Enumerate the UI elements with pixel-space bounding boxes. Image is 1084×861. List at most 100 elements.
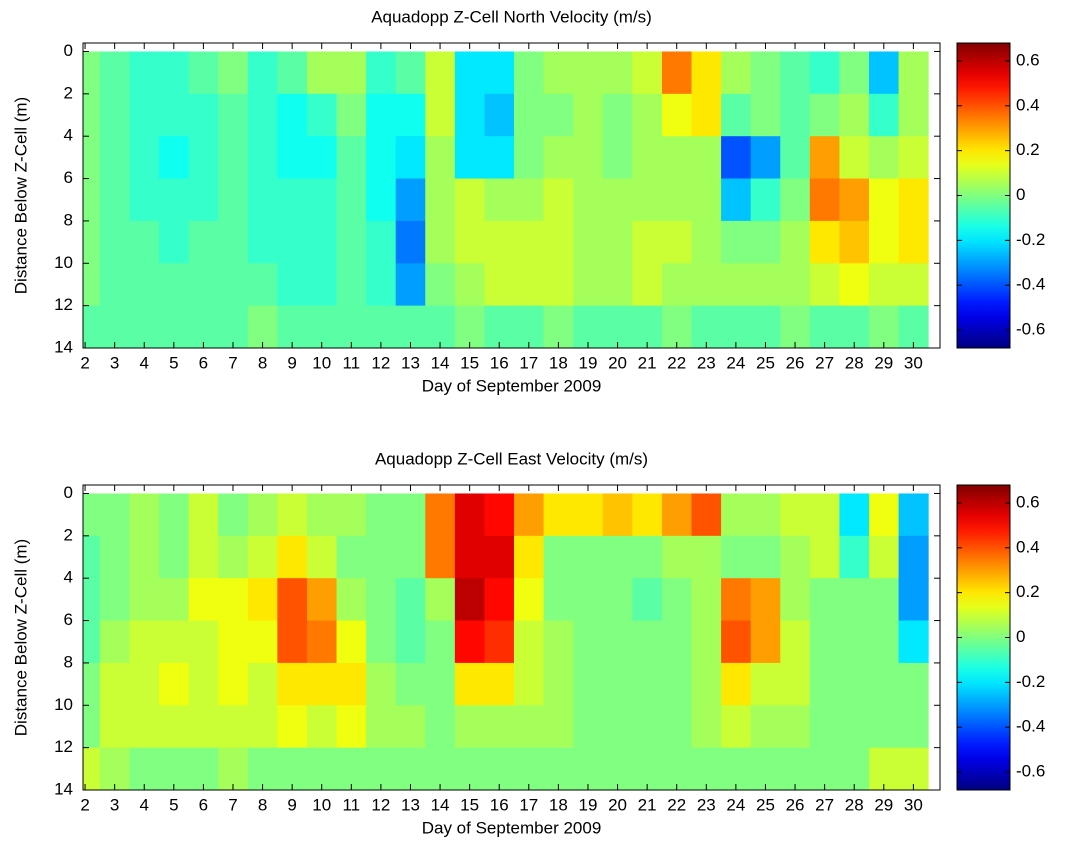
heat-cell	[188, 620, 219, 664]
heat-cell	[809, 220, 840, 264]
colorbar-tick-label: 0.2	[1016, 582, 1040, 601]
heat-cell	[632, 136, 663, 180]
heat-cell	[247, 263, 278, 307]
heat-cell	[750, 136, 781, 180]
heat-cell	[514, 620, 545, 664]
y-axis-label: Distance Below Z-Cell (m)	[11, 97, 30, 294]
heat-cell	[306, 178, 338, 222]
heat-cell	[366, 620, 397, 664]
heat-cell	[839, 51, 870, 95]
heat-cell	[395, 705, 426, 749]
heat-cell	[366, 705, 397, 749]
heat-cell	[99, 178, 130, 222]
x-tick-label: 23	[697, 795, 716, 814]
heat-cell	[218, 51, 249, 95]
heat-cell	[336, 578, 367, 622]
heat-cell	[691, 51, 722, 95]
heat-cell	[129, 51, 160, 95]
heat-cell	[809, 578, 840, 622]
heat-cell	[573, 620, 604, 664]
heat-cell	[721, 305, 752, 348]
heat-cell	[395, 535, 426, 579]
heat-cell	[188, 305, 219, 348]
heat-cell	[159, 747, 190, 790]
heat-cell	[602, 220, 633, 264]
x-tick-label: 27	[815, 353, 834, 372]
heat-cell	[247, 493, 278, 537]
heat-cell	[129, 136, 160, 180]
heat-cell	[721, 662, 752, 706]
heat-cell	[721, 220, 752, 264]
heat-cell	[425, 178, 456, 222]
heat-cell	[543, 578, 574, 622]
heat-cell	[83, 662, 101, 706]
heat-cell	[602, 620, 633, 664]
heat-cell	[721, 620, 752, 664]
heat-cell	[898, 178, 929, 222]
heat-cell	[99, 705, 130, 749]
x-tick-label: 11	[342, 795, 360, 814]
y-tick-label: 12	[54, 737, 73, 756]
heat-cell	[425, 662, 456, 706]
heat-cell	[366, 747, 397, 790]
heat-cell	[809, 662, 840, 706]
heat-cell	[869, 747, 900, 790]
heat-cell	[277, 747, 308, 790]
heat-cell	[809, 705, 840, 749]
heat-cell	[691, 747, 722, 790]
heat-cell	[514, 535, 545, 579]
heat-cell	[99, 578, 130, 622]
heat-cell	[159, 178, 190, 222]
heat-cell	[454, 662, 485, 706]
y-tick-label: 4	[64, 126, 73, 145]
heat-cell	[839, 662, 870, 706]
heat-cell	[454, 93, 485, 137]
heat-cell	[277, 493, 308, 537]
heat-cell	[306, 662, 338, 706]
heat-cell	[602, 578, 633, 622]
heat-cell	[247, 305, 278, 348]
y-tick-label: 4	[64, 568, 73, 587]
heat-cell	[691, 305, 722, 348]
heat-cell	[780, 178, 811, 222]
x-axis-label: Day of September 2009	[422, 818, 602, 837]
heat-cell	[573, 305, 604, 348]
x-tick-label: 5	[169, 795, 178, 814]
heat-cell	[573, 93, 604, 137]
x-tick-label: 27	[815, 795, 834, 814]
y-tick-label: 14	[54, 337, 73, 356]
heat-cell	[247, 535, 278, 579]
heat-cell	[188, 662, 219, 706]
heat-cell	[602, 493, 633, 537]
chart-title: Aquadopp Z-Cell East Velocity (m/s)	[375, 449, 648, 468]
heat-cell	[277, 620, 308, 664]
heat-cell	[159, 93, 190, 137]
heat-cell	[99, 220, 130, 264]
heat-cell	[514, 220, 545, 264]
y-tick-label: 14	[54, 779, 73, 798]
heat-cell	[839, 178, 870, 222]
heat-cell	[780, 493, 811, 537]
heat-cell	[218, 620, 249, 664]
heat-cell	[83, 535, 101, 579]
heat-cell	[425, 620, 456, 664]
heat-cell	[159, 662, 190, 706]
heat-cell	[632, 263, 663, 307]
heat-cell	[306, 136, 338, 180]
heat-cell	[661, 662, 693, 706]
x-tick-label: 13	[401, 795, 420, 814]
heat-cell	[395, 51, 426, 95]
x-tick-label: 17	[519, 353, 538, 372]
heat-cell	[188, 263, 219, 307]
heat-cell	[750, 535, 781, 579]
heat-cell	[661, 620, 693, 664]
heat-cell	[188, 747, 219, 790]
heat-cell	[425, 93, 456, 137]
heat-cell	[543, 220, 574, 264]
heat-cell	[543, 493, 574, 537]
colorbar-tick-label: 0.6	[1016, 50, 1040, 69]
heat-cell	[99, 747, 130, 790]
heat-cell	[188, 493, 219, 537]
x-tick-label: 19	[579, 353, 598, 372]
heat-cell	[395, 662, 426, 706]
